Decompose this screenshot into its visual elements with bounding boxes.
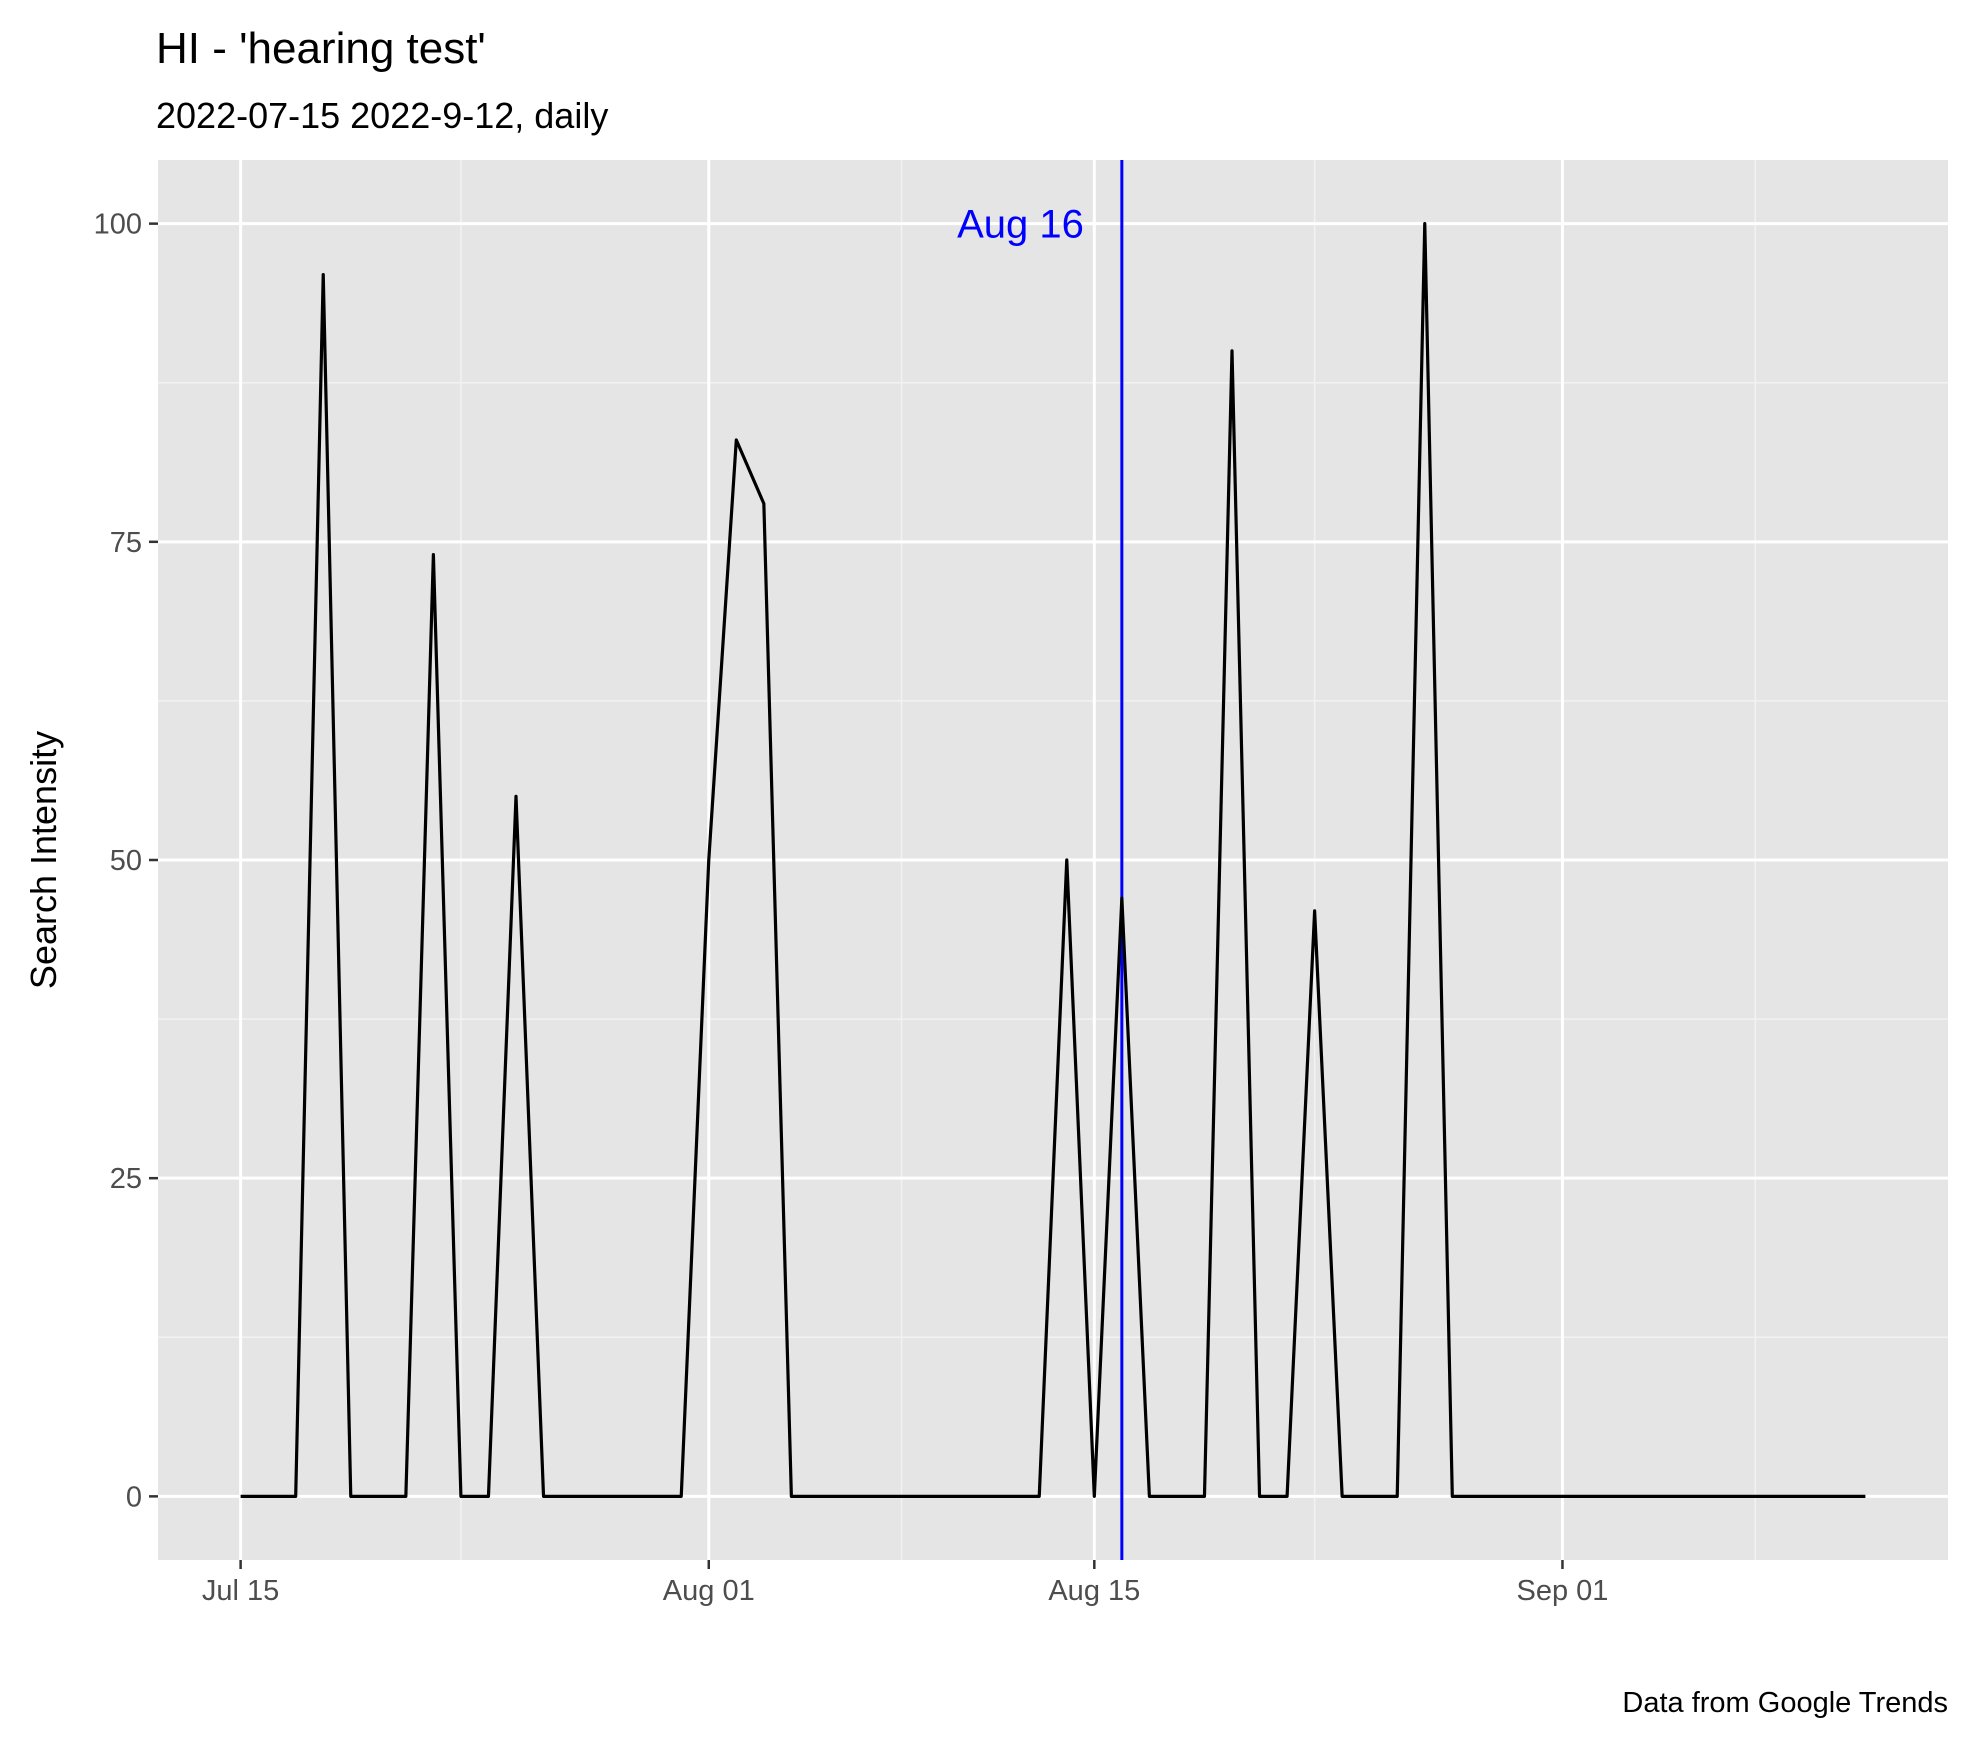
data-point (762, 502, 766, 506)
y-tick-label: 25 (110, 1163, 142, 1195)
data-point (1010, 1494, 1014, 1498)
y-tick-label: 75 (110, 527, 142, 559)
data-point (1258, 1494, 1262, 1498)
data-point (431, 553, 435, 557)
y-tick-labels: 0 25 50 75 100 (94, 209, 142, 1514)
data-point (1863, 1494, 1867, 1498)
series-line (240, 222, 1866, 1498)
data-point (624, 1494, 628, 1498)
data-point (707, 858, 711, 862)
data-point (1478, 1494, 1482, 1498)
data-point (1065, 858, 1069, 862)
x-tick-label: Sep 01 (1517, 1575, 1609, 1607)
y-tick-label: 100 (94, 209, 142, 241)
data-point (1698, 1494, 1702, 1498)
data-point (1808, 1494, 1812, 1498)
data-point (734, 438, 738, 442)
reference-line-label: Aug 16 (957, 203, 1084, 247)
x-tick-label: Jul 15 (202, 1575, 279, 1607)
data-point (569, 1494, 573, 1498)
data-point (486, 1494, 490, 1498)
data-point (1175, 1494, 1179, 1498)
data-point (679, 1494, 683, 1498)
data-point (1230, 349, 1234, 353)
data-point (1726, 1494, 1730, 1498)
data-point (1671, 1494, 1675, 1498)
data-point (597, 1494, 601, 1498)
data-point (844, 1494, 848, 1498)
series-group (239, 222, 1867, 1498)
y-axis-label: Search Intensity (23, 731, 64, 989)
data-point (817, 1494, 821, 1498)
data-point (955, 1494, 959, 1498)
data-point (542, 1494, 546, 1498)
data-point (1836, 1494, 1840, 1498)
data-point (982, 1494, 986, 1498)
data-point (1450, 1494, 1454, 1498)
data-point (1781, 1494, 1785, 1498)
data-point (1340, 1494, 1344, 1498)
y-tick-label: 0 (126, 1481, 142, 1513)
data-point (1423, 222, 1427, 226)
data-point (1037, 1494, 1041, 1498)
data-point (1533, 1494, 1537, 1498)
data-point (266, 1494, 270, 1498)
data-point (459, 1494, 463, 1498)
data-point (1560, 1494, 1564, 1498)
x-tick-label: Aug 01 (663, 1575, 755, 1607)
x-tick-labels: Jul 15 Aug 01 Aug 15 Sep 01 (202, 1575, 1609, 1607)
axis-ticks (149, 222, 1564, 1569)
data-point (1616, 1494, 1620, 1498)
data-point (1395, 1494, 1399, 1498)
data-point (404, 1494, 408, 1498)
x-tick-label: Aug 15 (1048, 1575, 1140, 1607)
data-point (872, 1494, 876, 1498)
data-point (1285, 1494, 1289, 1498)
chart-subtitle: 2022-07-15 2022-9-12, daily (156, 95, 608, 136)
y-tick-label: 50 (110, 845, 142, 877)
data-point (1643, 1494, 1647, 1498)
chart-title: HI - 'hearing test' (156, 24, 486, 73)
data-point (789, 1494, 793, 1498)
data-point (1120, 896, 1124, 900)
data-point (900, 1494, 904, 1498)
data-point (1588, 1494, 1592, 1498)
data-point (1505, 1494, 1509, 1498)
data-point (376, 1494, 380, 1498)
data-point (294, 1494, 298, 1498)
annotations: Aug 16 (957, 160, 1124, 1560)
data-point (321, 273, 325, 277)
data-point (1092, 1494, 1096, 1498)
data-point (1147, 1494, 1151, 1498)
data-point (1368, 1494, 1372, 1498)
data-point (514, 794, 518, 798)
data-point (349, 1494, 353, 1498)
chart-caption: Data from Google Trends (1622, 1687, 1948, 1719)
data-point (1202, 1494, 1206, 1498)
data-point (1313, 909, 1317, 913)
data-point (239, 1494, 243, 1498)
data-point (652, 1494, 656, 1498)
data-point (927, 1494, 931, 1498)
data-point (1753, 1494, 1757, 1498)
